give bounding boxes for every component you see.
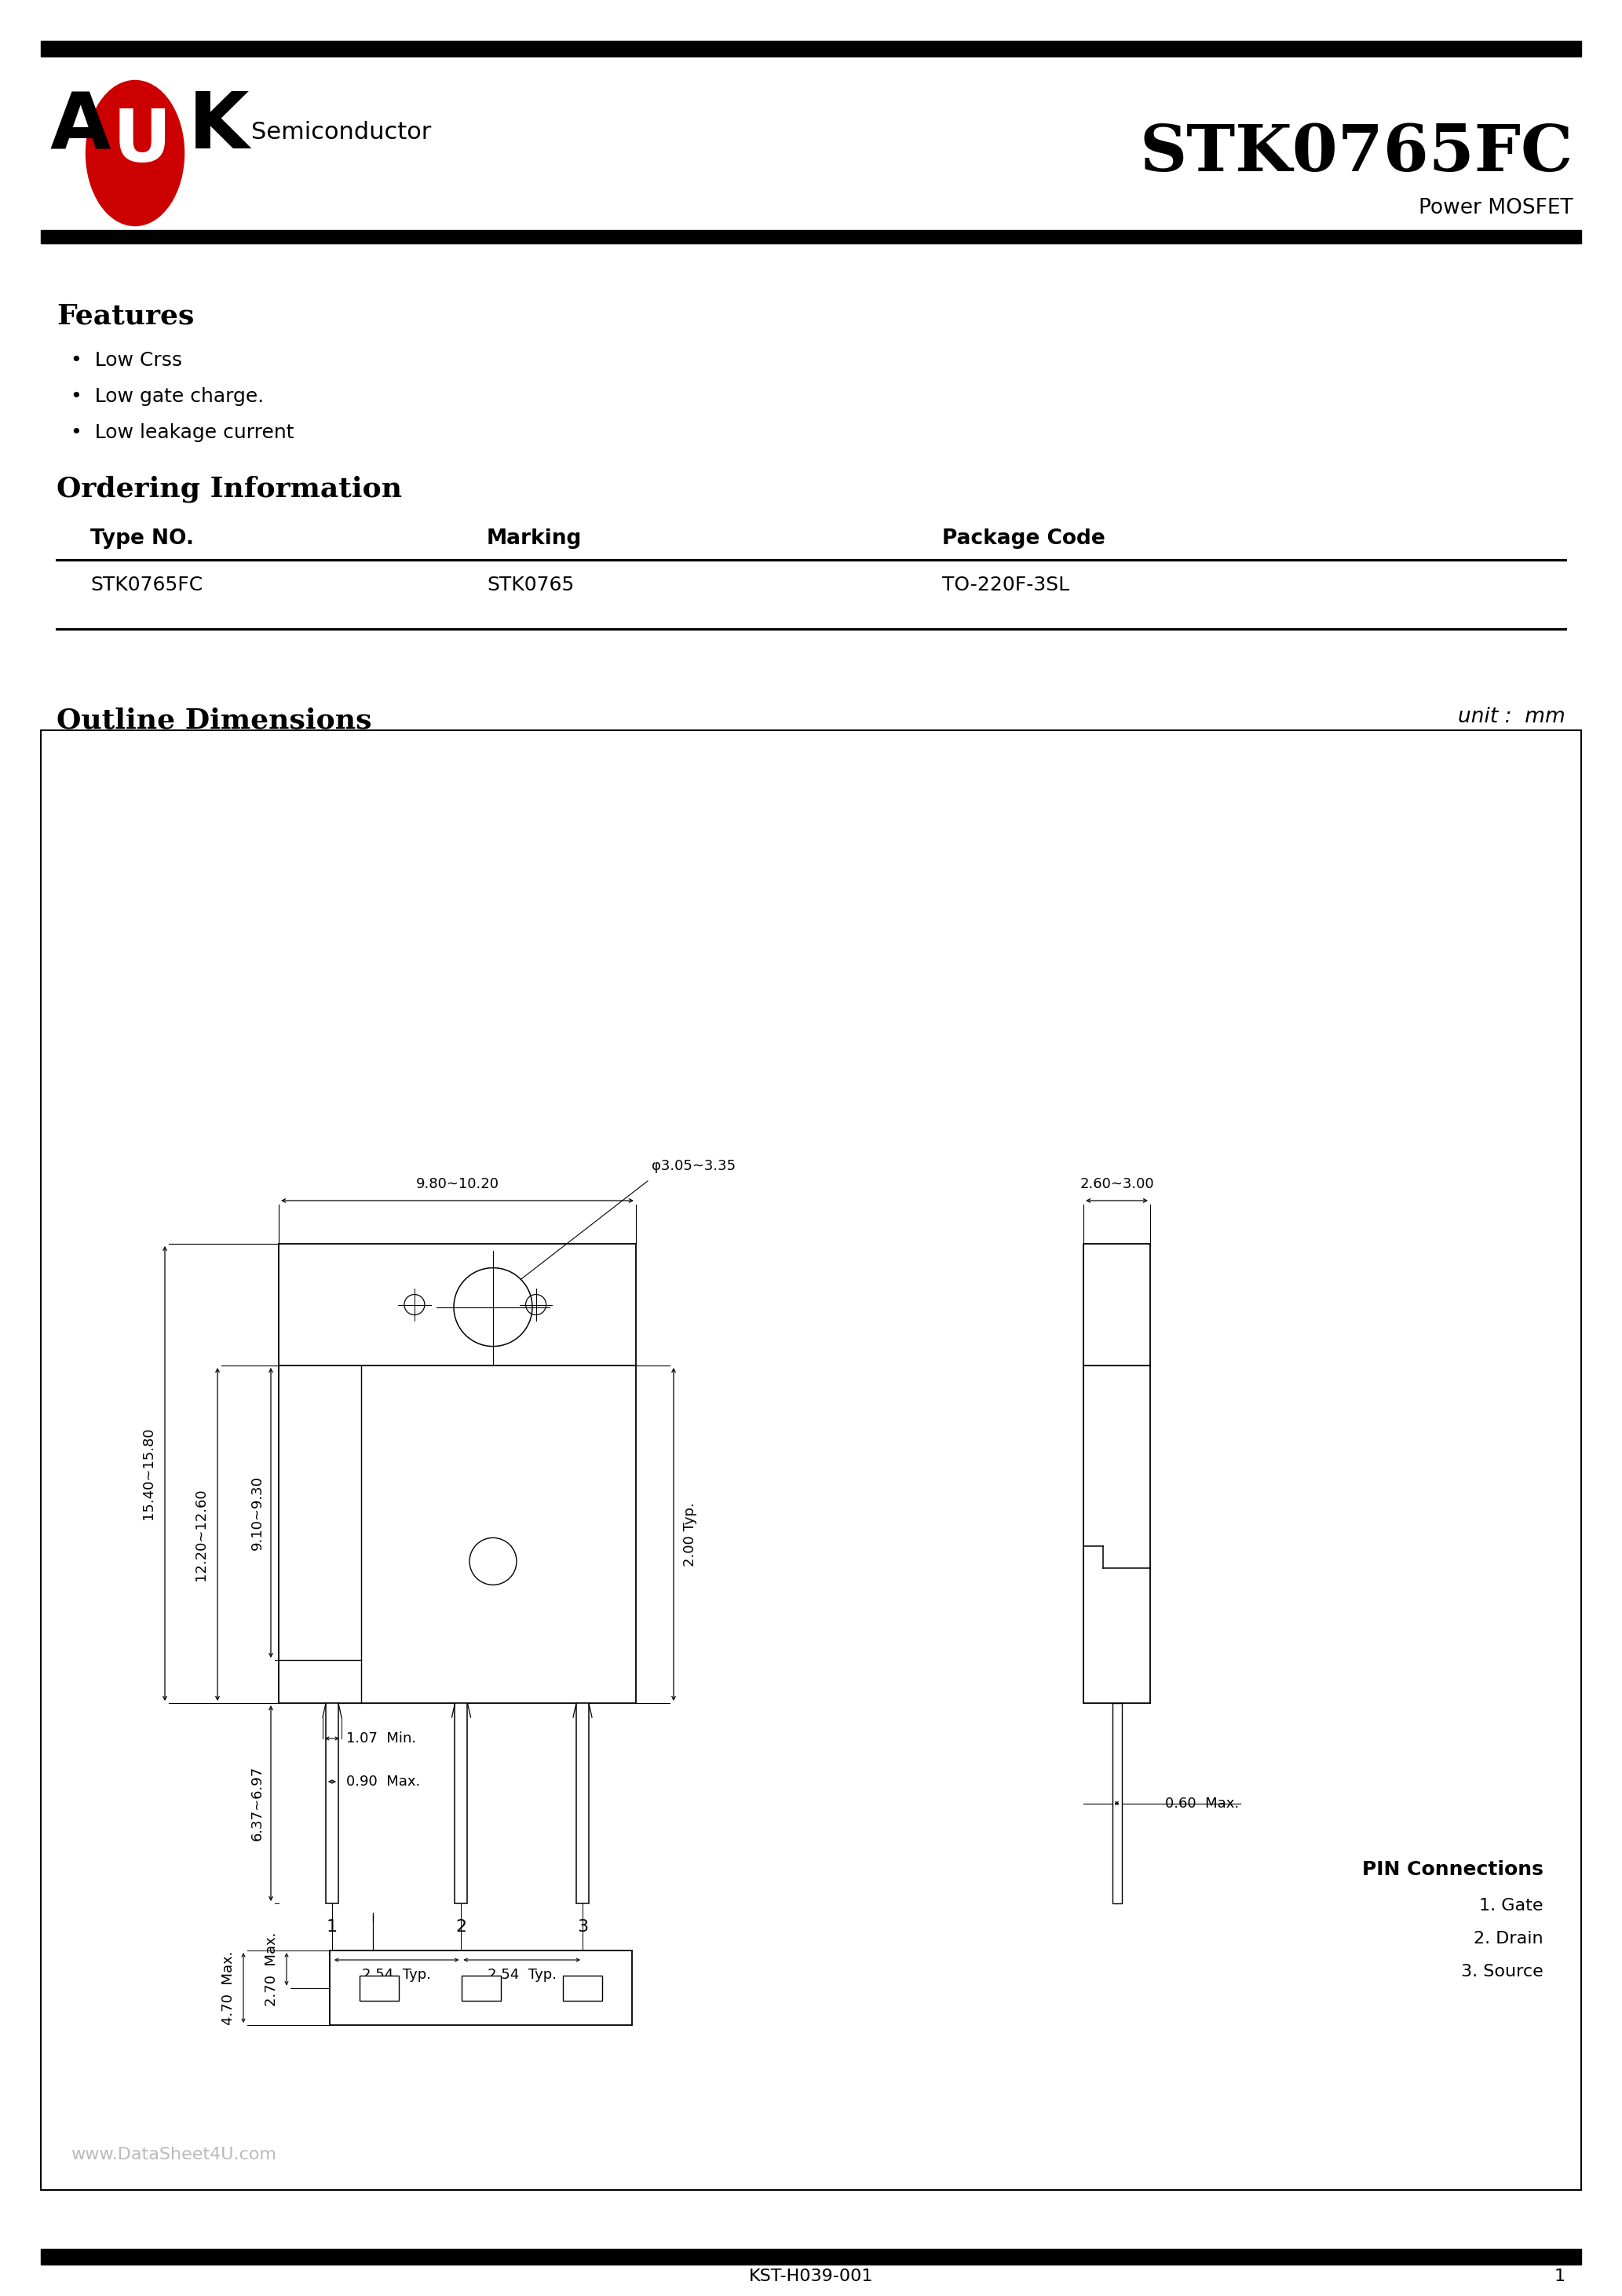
Bar <box>1083 1244 1150 1366</box>
Text: 2.70  Max.: 2.70 Max. <box>264 1931 279 2007</box>
Text: Features: Features <box>57 303 195 328</box>
Text: 0.90  Max.: 0.90 Max. <box>345 1775 420 1789</box>
Text: Package Code: Package Code <box>942 528 1105 549</box>
Text: 2: 2 <box>456 1919 467 1936</box>
Text: Marking: Marking <box>487 528 582 549</box>
Bar <box>41 2248 1581 2264</box>
Text: 2.60~3.00: 2.60~3.00 <box>1080 1178 1153 1192</box>
Text: TO-220F-3SL: TO-220F-3SL <box>942 576 1069 595</box>
Text: Power MOSFET: Power MOSFET <box>1419 197 1573 218</box>
Ellipse shape <box>86 80 185 225</box>
Bar <box>279 1244 636 1366</box>
Bar <box>462 1975 501 2000</box>
Text: 2.54  Typ.: 2.54 Typ. <box>487 1968 556 1981</box>
Bar <box>41 230 1581 243</box>
Text: 15.40~15.80: 15.40~15.80 <box>141 1428 156 1520</box>
Text: 2. Drain: 2. Drain <box>1474 1931 1544 1947</box>
Bar <box>563 1975 602 2000</box>
Text: STK0765FC: STK0765FC <box>1140 122 1573 184</box>
Text: PIN Connections: PIN Connections <box>1362 1860 1544 1878</box>
Text: Outline Dimensions: Outline Dimensions <box>57 707 371 732</box>
Text: 3. Source: 3. Source <box>1461 1963 1544 1979</box>
Text: A: A <box>50 90 110 165</box>
Text: 1: 1 <box>326 1919 337 1936</box>
Text: 12.20~12.60: 12.20~12.60 <box>195 1488 208 1580</box>
Bar <box>41 41 1581 57</box>
Text: KST-H039-001: KST-H039-001 <box>749 2268 873 2285</box>
Bar <box>41 730 1581 2190</box>
Text: 9.80~10.20: 9.80~10.20 <box>415 1178 500 1192</box>
Text: 4.70  Max.: 4.70 Max. <box>221 1952 235 2025</box>
Text: unit :  mm: unit : mm <box>1458 707 1565 728</box>
Text: 1. Gate: 1. Gate <box>1479 1899 1544 1913</box>
Text: STK0765: STK0765 <box>487 576 574 595</box>
Text: 6.37~6.97: 6.37~6.97 <box>250 1766 264 1841</box>
Text: 1.07  Min.: 1.07 Min. <box>345 1731 417 1745</box>
Text: •  Low leakage current: • Low leakage current <box>71 422 294 443</box>
Text: 2.00 Typ.: 2.00 Typ. <box>683 1502 697 1566</box>
Text: φ3.05~3.35: φ3.05~3.35 <box>652 1159 736 1173</box>
Bar <box>1113 1704 1121 1903</box>
Bar <box>576 1704 589 1903</box>
Text: 9.10~9.30: 9.10~9.30 <box>250 1476 264 1550</box>
Bar <box>360 1975 399 2000</box>
Bar <box>329 1952 633 2025</box>
Text: •  Low gate charge.: • Low gate charge. <box>71 388 264 406</box>
Bar <box>454 1704 467 1903</box>
Text: •  Low Crss: • Low Crss <box>71 351 182 370</box>
Text: www.DataSheet4U.com: www.DataSheet4U.com <box>71 2147 276 2163</box>
Text: 2.54  Typ.: 2.54 Typ. <box>362 1968 431 1981</box>
Text: Ordering Information: Ordering Information <box>57 475 402 503</box>
Text: K: K <box>188 90 250 165</box>
Bar <box>279 1366 636 1704</box>
Text: 3: 3 <box>577 1919 589 1936</box>
Text: Type NO.: Type NO. <box>91 528 195 549</box>
Text: 0.60  Max.: 0.60 Max. <box>1165 1795 1239 1809</box>
Text: Semiconductor: Semiconductor <box>251 122 431 145</box>
Text: 1: 1 <box>1554 2268 1565 2285</box>
Bar <box>1083 1366 1150 1704</box>
Text: STK0765FC: STK0765FC <box>91 576 203 595</box>
Text: U: U <box>114 106 172 177</box>
Bar <box>326 1704 339 1903</box>
